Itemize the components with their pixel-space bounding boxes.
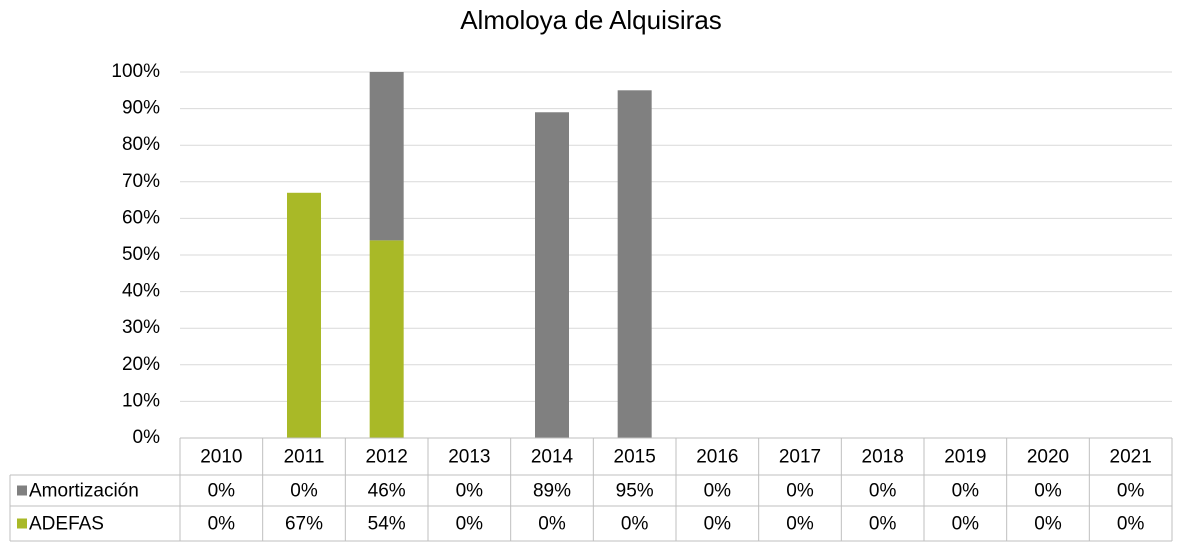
legend-swatch (17, 518, 27, 529)
data-label: 0% (704, 514, 732, 535)
y-tick-label: 80% (122, 134, 160, 155)
data-label: 67% (285, 514, 323, 535)
x-tick-label: 2018 (862, 447, 904, 468)
bar (369, 240, 404, 438)
x-tick-label: 2013 (448, 447, 490, 468)
x-tick-label: 2011 (284, 447, 325, 468)
data-label: 0% (786, 481, 814, 502)
data-label: 0% (538, 514, 566, 535)
x-tick-label: 2014 (531, 447, 574, 468)
data-label: 0% (952, 514, 980, 535)
y-tick-label: 30% (122, 317, 160, 338)
y-tick-label: 20% (122, 354, 160, 375)
data-label: 54% (368, 514, 406, 535)
x-tick-label: 2019 (944, 447, 986, 468)
data-label: 0% (786, 514, 814, 535)
chart-title: Almoloya de Alquisiras (460, 5, 722, 35)
y-tick-label: 70% (122, 171, 160, 192)
data-label: 95% (616, 481, 654, 502)
y-tick-label: 60% (122, 207, 160, 228)
bar (287, 192, 321, 438)
x-tick-label: 2020 (1027, 447, 1069, 468)
y-tick-label: 90% (122, 98, 160, 119)
x-tick-label: 2015 (614, 447, 656, 468)
data-label: 46% (368, 481, 406, 502)
x-tick-label: 2017 (779, 447, 821, 468)
data-label: 0% (869, 514, 897, 535)
y-tick-label: 40% (122, 281, 160, 302)
data-label: 0% (456, 481, 484, 502)
data-label: 0% (290, 481, 318, 502)
data-label: 0% (208, 481, 236, 502)
data-label: 89% (533, 481, 571, 502)
bar (369, 72, 404, 241)
bar (535, 112, 569, 438)
bar (617, 90, 652, 439)
y-tick-label: 0% (133, 427, 161, 448)
data-label: 0% (1034, 481, 1062, 502)
data-label: 0% (952, 481, 980, 502)
x-tick-label: 2010 (200, 447, 242, 468)
data-label: 0% (621, 514, 649, 535)
legend-label: Amortización (29, 481, 139, 502)
legend-swatch (17, 485, 27, 496)
data-label: 0% (1117, 481, 1145, 502)
legend-label: ADEFAS (29, 514, 104, 535)
x-tick-label: 2012 (366, 447, 408, 468)
y-tick-label: 100% (111, 61, 160, 82)
y-tick-label: 10% (122, 390, 160, 411)
data-label: 0% (704, 481, 732, 502)
x-tick-label: 2021 (1110, 447, 1152, 468)
data-label: 0% (1117, 514, 1145, 535)
data-label: 0% (1034, 514, 1062, 535)
data-label: 0% (208, 514, 236, 535)
data-label: 0% (456, 514, 484, 535)
x-tick-label: 2016 (696, 447, 738, 468)
data-label: 0% (869, 481, 897, 502)
y-tick-label: 50% (122, 244, 160, 265)
